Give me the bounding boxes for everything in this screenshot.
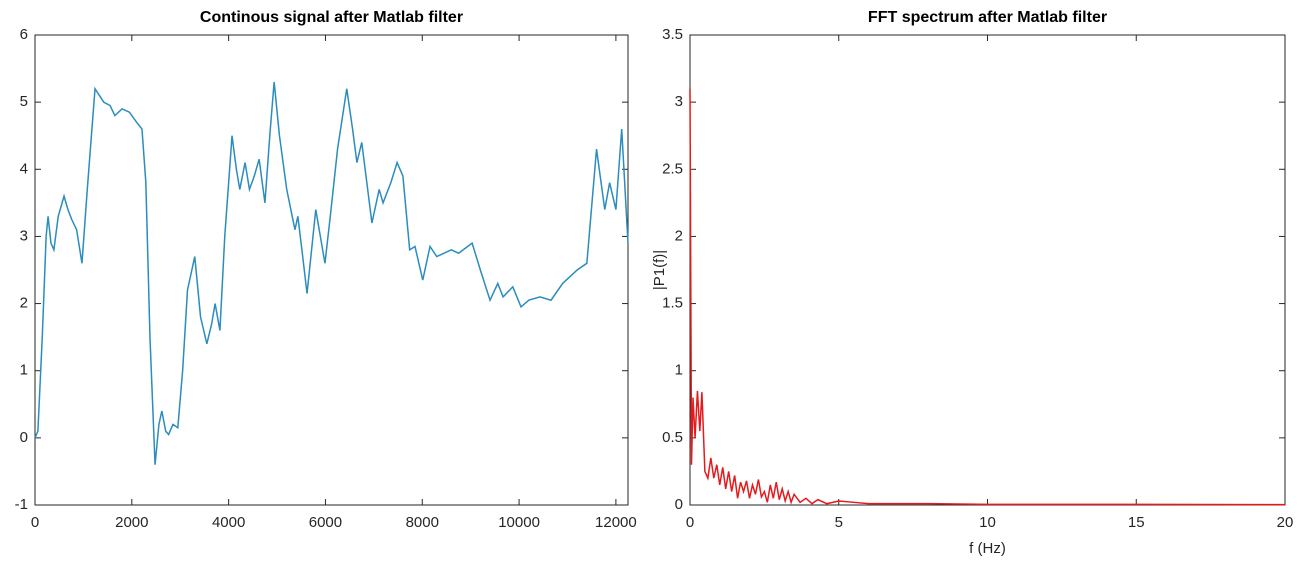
y-tick-label: 2	[20, 295, 28, 312]
x-tick-label: 6000	[309, 514, 342, 531]
y-tick-label: 3.5	[662, 26, 683, 43]
x-tick-label: 12000	[595, 514, 637, 531]
x-tick-label: 0	[31, 514, 39, 531]
chart-title: Continous signal after Matlab filter	[200, 9, 463, 26]
y-tick-label: 5	[20, 93, 28, 110]
y-tick-label: 2	[675, 227, 683, 244]
plot-area	[689, 34, 1286, 506]
y-tick-label: 0.5	[662, 429, 683, 446]
data-line	[34, 81, 629, 465]
y-tick-label: 1	[675, 362, 683, 379]
x-tick-label: 0	[686, 514, 694, 531]
y-tick-label: 1	[20, 362, 28, 379]
x-tick-label: 10000	[498, 514, 540, 531]
y-axis-label: |P1(f)|	[651, 250, 668, 290]
x-tick-label: 10	[979, 514, 996, 531]
x-tick-label: 20	[1277, 514, 1294, 531]
x-tick-label: 8000	[406, 514, 439, 531]
y-tick-label: 0	[675, 496, 683, 513]
y-tick-label: 2.5	[662, 160, 683, 177]
y-tick-label: 6	[20, 26, 28, 43]
data-line	[689, 88, 1286, 506]
x-tick-label: 5	[835, 514, 843, 531]
y-tick-label: 1.5	[662, 295, 683, 312]
y-tick-label: 3	[20, 227, 28, 244]
y-tick-label: 3	[675, 93, 683, 110]
x-axis-label: f (Hz)	[969, 540, 1006, 557]
y-tick-label: 0	[20, 429, 28, 446]
plot-area	[34, 34, 629, 506]
y-tick-label: 4	[20, 160, 28, 177]
x-tick-label: 2000	[115, 514, 148, 531]
chart-title: FFT spectrum after Matlab filter	[868, 9, 1107, 26]
y-tick-label: -1	[15, 496, 28, 513]
x-tick-label: 15	[1128, 514, 1145, 531]
x-tick-label: 4000	[212, 514, 245, 531]
